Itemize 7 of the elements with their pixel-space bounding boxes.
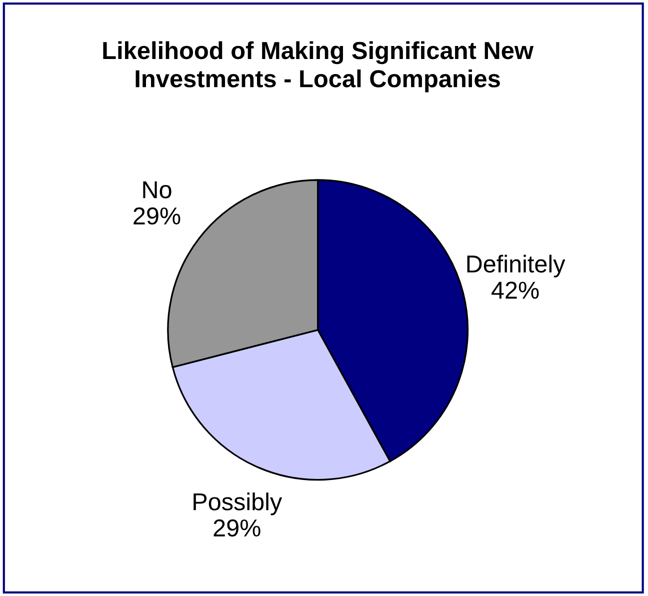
data-label: 42%: [492, 282, 539, 299]
slice-label: Possibly: [194, 492, 282, 516]
slice-label: Definitely: [467, 254, 566, 278]
data-label: 29%: [134, 207, 180, 225]
slice-label: No: [143, 181, 172, 198]
data-label: 29%: [214, 519, 260, 537]
chart-title: Likelihood of Making Significant New Investments - Local Companies: [103, 41, 534, 92]
